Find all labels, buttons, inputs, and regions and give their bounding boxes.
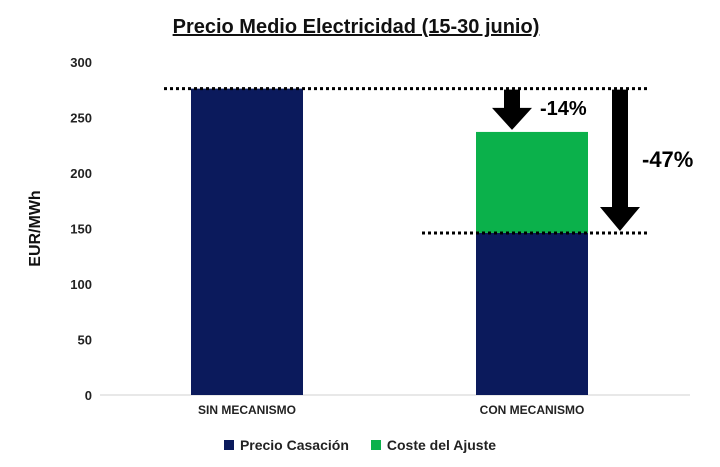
x-tick-label: SIN MECANISMO bbox=[198, 403, 296, 417]
arrow-down-47-icon bbox=[600, 89, 640, 231]
legend-swatch-coste-ajuste bbox=[370, 440, 381, 450]
y-tick-label: 300 bbox=[70, 55, 92, 70]
y-tick-label: 200 bbox=[70, 166, 92, 181]
x-tick-label: CON MECANISMO bbox=[480, 403, 585, 417]
legend-item-coste-ajuste: Coste del Ajuste bbox=[370, 437, 497, 453]
annotation-label-14: -14% bbox=[540, 98, 587, 120]
legend-item-precio-casacion: Precio Casación bbox=[223, 437, 349, 453]
bar-precio-casacion-1 bbox=[476, 232, 588, 395]
y-axis-label: EUR/MWh bbox=[27, 190, 44, 266]
y-tick-label: 0 bbox=[85, 388, 92, 403]
legend-swatch-precio-casacion bbox=[223, 440, 234, 450]
y-tick-label: 150 bbox=[70, 222, 92, 237]
y-tick-label: 50 bbox=[78, 333, 92, 348]
bar-coste-ajuste-1 bbox=[476, 131, 588, 233]
chart-canvas: 0 50 100 150 200 250 300 EUR/MWh SIN MECANISMO CO… bbox=[27, 55, 693, 417]
chart-title: Precio Medio Electricidad (15-30 junio) bbox=[172, 16, 540, 38]
y-tick-label: 250 bbox=[70, 111, 92, 126]
bar-precio-casacion-0 bbox=[191, 88, 303, 395]
legend: Precio Casación Coste del Ajuste bbox=[0, 437, 720, 453]
legend-label-coste-ajuste: Coste del Ajuste bbox=[386, 437, 497, 453]
y-tick-label: 100 bbox=[70, 277, 92, 292]
legend-label-precio-casacion: Precio Casación bbox=[239, 437, 349, 453]
arrow-down-14-icon bbox=[492, 89, 532, 130]
annotation-label-47: -47% bbox=[642, 147, 693, 172]
